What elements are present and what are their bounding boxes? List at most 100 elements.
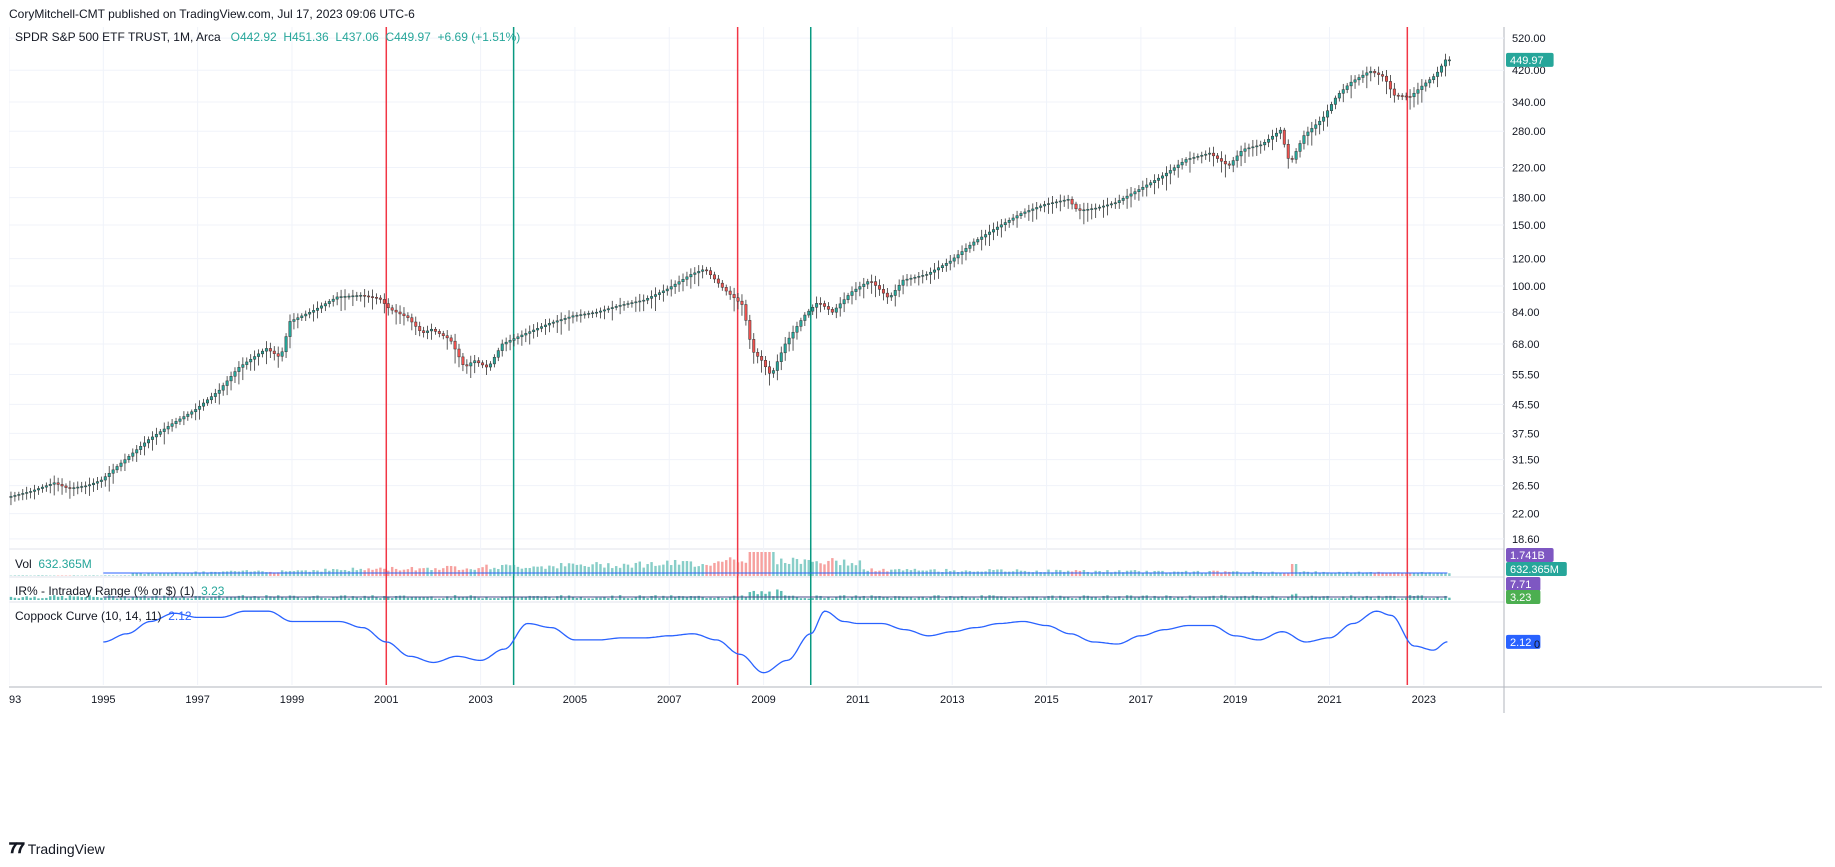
candle-body [1239, 151, 1243, 157]
tradingview-logo[interactable]: 𝟕𝟕 TradingView [9, 840, 105, 857]
intraday-range-bar [1184, 598, 1188, 600]
intraday-range-bar [897, 596, 901, 600]
candle-body [1184, 159, 1188, 163]
volume-bar [284, 571, 288, 576]
candle-body [430, 328, 433, 332]
volume-bar [379, 567, 382, 576]
candle-body [288, 321, 292, 337]
candle-body [29, 491, 33, 493]
volume-bar [477, 568, 480, 576]
candle-body [52, 482, 56, 485]
volume-bar [92, 575, 95, 576]
intraday-range-bar [1078, 596, 1082, 600]
candle-body [630, 302, 634, 304]
intraday-range-bar [811, 598, 814, 600]
candle-body [1047, 203, 1050, 205]
candle-body [492, 356, 496, 365]
intraday-range-bar [587, 598, 590, 600]
intraday-range-bar [1381, 597, 1384, 600]
candle-body [1145, 184, 1149, 188]
candle-body [296, 317, 300, 320]
volume-bar [835, 560, 838, 576]
volume-bar [119, 575, 123, 576]
candle-body [1113, 202, 1117, 205]
intraday-range-bar [1086, 595, 1090, 600]
candle-body [1074, 203, 1078, 210]
intraday-range-bar [980, 595, 983, 600]
intraday-range-bar [269, 596, 272, 600]
intraday-range-value-badge-bg [1506, 590, 1541, 604]
y-tick-label: 280.00 [1512, 126, 1546, 138]
intraday-range-bar [536, 595, 539, 600]
intraday-range-bar [1412, 596, 1416, 600]
intraday-range-bar [595, 597, 598, 600]
candle-body [127, 456, 131, 460]
coppock-value: 2.12 [168, 609, 192, 623]
x-tick-label: 93 [9, 694, 21, 706]
candle-body [677, 281, 681, 285]
intraday-range-legend[interactable]: IR% - Intraday Range (% or $) (1) 3.23 [15, 584, 224, 598]
candle-body [469, 362, 473, 367]
volume-bar [528, 568, 531, 576]
intraday-range-bar [104, 597, 107, 600]
intraday-range-bar [84, 597, 87, 600]
volume-legend[interactable]: Vol 632.365M [15, 557, 92, 571]
candle-body [386, 303, 390, 309]
candle-body [1070, 199, 1074, 205]
intraday-range-bar [646, 598, 649, 600]
volume-bar [1353, 572, 1357, 576]
intraday-range-bar [929, 596, 932, 600]
volume-bar [107, 575, 111, 576]
candle-body [1019, 213, 1023, 216]
candle-body [1129, 193, 1133, 197]
candle-body [335, 296, 339, 300]
candle-body [72, 487, 76, 489]
coppock-legend[interactable]: Coppock Curve (10, 14, 11) 2.12 [15, 609, 192, 623]
candle-body [1176, 164, 1180, 168]
volume-bar [1397, 572, 1400, 576]
volume-bar [654, 565, 657, 576]
main-legend[interactable]: SPDR S&P 500 ETF TRUST, 1M, Arca O442.92… [15, 30, 520, 44]
volume-bar [520, 568, 524, 576]
intraday-range-bar [685, 596, 689, 600]
candle-body [764, 360, 768, 368]
y-tick-label: 68.00 [1512, 339, 1540, 351]
chart-frame[interactable]: 18.60 22.00 26.50 31.50 37.50 45.50 55.50 68.00… [8, 27, 1822, 837]
intraday-range-bar [143, 595, 146, 600]
candle-body [1377, 72, 1381, 75]
tradingview-logo-icon: 𝟕𝟕 [9, 840, 25, 857]
candle-body [9, 496, 13, 498]
volume-bar [1243, 572, 1247, 576]
chart-canvas[interactable]: 18.60 22.00 26.50 31.50 37.50 45.50 55.50 68.00… [8, 27, 1822, 837]
candle-body [103, 476, 107, 481]
intraday-range-bar [60, 595, 64, 600]
intraday-range-bar [838, 595, 842, 600]
intraday-range-bar [453, 595, 457, 600]
y-tick-label: 520.00 [1512, 33, 1546, 45]
candle-body [999, 224, 1003, 228]
candle-body [1290, 158, 1294, 160]
volume-bar [669, 565, 673, 576]
y-tick-label: 340.00 [1512, 97, 1546, 109]
volume-bar [324, 568, 327, 576]
intraday-range-bar [1133, 597, 1137, 600]
volume-bar [567, 563, 571, 576]
volume-bar [186, 572, 190, 576]
intraday-range-bar [398, 595, 402, 600]
intraday-range-bar [1011, 597, 1015, 600]
candle-body [182, 416, 186, 420]
intraday-range-bar [17, 598, 21, 600]
candle-body [202, 402, 206, 407]
intraday-range-bar [866, 598, 869, 600]
volume-bar [638, 561, 641, 576]
intraday-range-bar [1094, 596, 1097, 600]
intraday-range-bar [88, 595, 91, 600]
intraday-range-bar [1389, 595, 1392, 600]
volume-bar [1310, 572, 1314, 576]
x-tick-label: 2019 [1223, 694, 1247, 706]
y-tick-label: 150.00 [1512, 220, 1546, 232]
intraday-range-bar [1192, 596, 1196, 600]
volume-bar [976, 571, 979, 576]
intraday-range-bar [701, 596, 704, 600]
volume-bar [1200, 572, 1203, 576]
